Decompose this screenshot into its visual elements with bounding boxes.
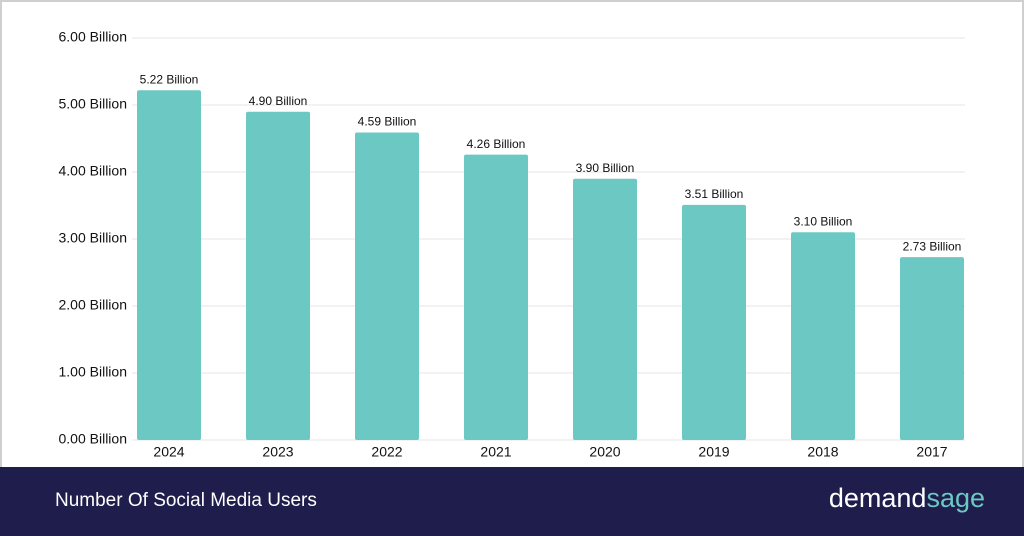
- brand-part: demand: [829, 483, 927, 513]
- x-tick-label: 2024: [153, 444, 184, 460]
- bar: [682, 204, 746, 440]
- x-tick-label: 2023: [262, 444, 293, 460]
- footer-bar: [0, 467, 1024, 536]
- bar: [900, 257, 964, 440]
- value-label: 4.26 Billion: [467, 137, 526, 151]
- bar: [464, 154, 528, 440]
- brand: demandsage: [829, 483, 985, 513]
- bar: [791, 232, 855, 440]
- value-label: 4.90 Billion: [249, 94, 308, 108]
- value-label: 3.90 Billion: [576, 161, 635, 175]
- bar: [355, 132, 419, 440]
- value-label: 4.59 Billion: [358, 115, 417, 129]
- y-tick-label: 6.00 Billion: [59, 29, 128, 45]
- x-tick-label: 2017: [916, 444, 947, 460]
- x-tick-label: 2021: [480, 444, 511, 460]
- value-label: 3.10 Billion: [794, 214, 853, 228]
- bar: [573, 178, 637, 440]
- y-tick-label: 1.00 Billion: [59, 364, 128, 380]
- y-tick-label: 5.00 Billion: [59, 96, 128, 112]
- value-label: 5.22 Billion: [140, 72, 199, 86]
- footer-title: Number Of Social Media Users: [55, 490, 317, 511]
- y-tick-label: 2.00 Billion: [59, 297, 128, 313]
- y-tick-label: 3.00 Billion: [59, 230, 128, 246]
- brand-part: sage: [926, 483, 985, 513]
- x-tick-label: 2019: [698, 444, 729, 460]
- bar: [137, 90, 201, 440]
- value-label: 3.51 Billion: [685, 187, 744, 201]
- y-tick-label: 0.00 Billion: [59, 431, 128, 447]
- x-tick-label: 2020: [589, 444, 620, 460]
- y-tick-label: 4.00 Billion: [59, 163, 128, 179]
- bar: [246, 111, 310, 440]
- x-tick-label: 2022: [371, 444, 402, 460]
- x-tick-label: 2018: [807, 444, 838, 460]
- value-label: 2.73 Billion: [903, 239, 962, 253]
